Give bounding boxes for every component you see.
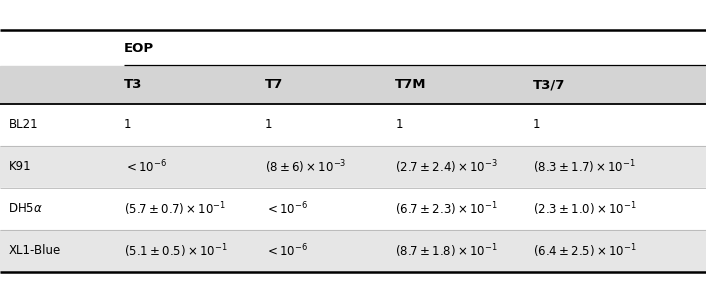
Bar	[0, 146, 706, 188]
Text: 1: 1	[265, 118, 273, 131]
Bar	[0, 30, 706, 66]
Text: $<$$10^{-6}$: $<$$10^{-6}$	[265, 201, 308, 217]
Text: EOP: EOP	[124, 41, 154, 54]
Bar	[0, 0, 706, 30]
Text: K91: K91	[8, 161, 31, 173]
Text: $(6.7\pm2.3)\times10^{-1}$: $(6.7\pm2.3)\times10^{-1}$	[395, 200, 498, 218]
Bar	[0, 66, 706, 104]
Bar	[0, 104, 706, 146]
Text: 1: 1	[124, 118, 131, 131]
Text: $(5.7\pm0.7)\times10^{-1}$: $(5.7\pm0.7)\times10^{-1}$	[124, 200, 226, 218]
Text: $(2.7\pm2.4)\times10^{-3}$: $(2.7\pm2.4)\times10^{-3}$	[395, 158, 498, 176]
Bar	[0, 188, 706, 230]
Text: XL1-Blue: XL1-Blue	[8, 245, 61, 258]
Text: $<$$10^{-6}$: $<$$10^{-6}$	[124, 159, 167, 175]
Text: DH5$\alpha$: DH5$\alpha$	[8, 203, 43, 216]
Text: T3: T3	[124, 78, 142, 91]
Text: T7M: T7M	[395, 78, 427, 91]
Text: BL21: BL21	[8, 118, 38, 131]
Text: $(8.3\pm1.7)\times10^{-1}$: $(8.3\pm1.7)\times10^{-1}$	[533, 158, 636, 176]
Text: $(2.3\pm1.0)\times10^{-1}$: $(2.3\pm1.0)\times10^{-1}$	[533, 200, 637, 218]
Text: $(6.4\pm2.5)\times10^{-1}$: $(6.4\pm2.5)\times10^{-1}$	[533, 242, 637, 260]
Text: $(5.1\pm0.5)\times10^{-1}$: $(5.1\pm0.5)\times10^{-1}$	[124, 242, 227, 260]
Bar	[0, 230, 706, 272]
Text: T3/7: T3/7	[533, 78, 566, 91]
Text: T7: T7	[265, 78, 283, 91]
Text: $(8.7\pm1.8)\times10^{-1}$: $(8.7\pm1.8)\times10^{-1}$	[395, 242, 498, 260]
Text: 1: 1	[395, 118, 403, 131]
Text: $(8\pm6)\times10^{-3}$: $(8\pm6)\times10^{-3}$	[265, 158, 346, 176]
Text: $<$$10^{-6}$: $<$$10^{-6}$	[265, 243, 308, 259]
Text: 1: 1	[533, 118, 541, 131]
